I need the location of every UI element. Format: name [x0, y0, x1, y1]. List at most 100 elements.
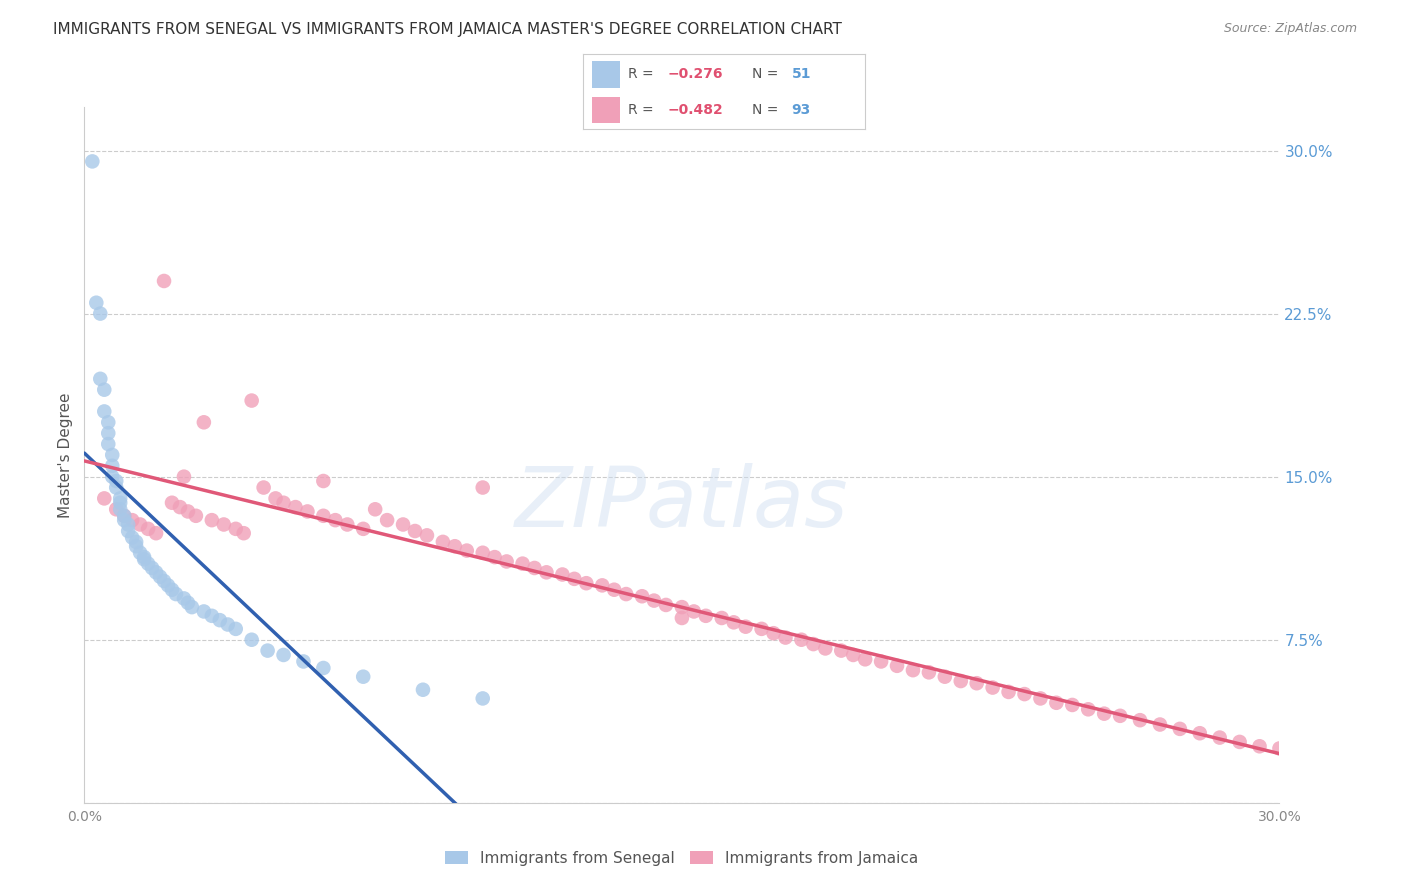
Point	[456, 543, 478, 558]
Point	[184, 508, 207, 523]
Point	[193, 605, 215, 619]
Point	[614, 587, 637, 601]
Point	[292, 655, 315, 669]
Point	[671, 611, 693, 625]
Point	[512, 557, 534, 571]
Point	[966, 676, 988, 690]
Point	[105, 481, 128, 495]
Text: −0.482: −0.482	[668, 103, 724, 117]
Text: R =: R =	[628, 103, 658, 117]
Point	[121, 531, 143, 545]
Point	[375, 513, 398, 527]
Point	[671, 600, 693, 615]
Text: R =: R =	[628, 67, 658, 81]
Point	[112, 508, 135, 523]
Point	[93, 383, 115, 397]
Point	[173, 591, 195, 606]
Point	[97, 415, 120, 429]
Point	[101, 448, 124, 462]
Point	[201, 513, 224, 527]
Text: Source: ZipAtlas.com: Source: ZipAtlas.com	[1223, 22, 1357, 36]
Point	[101, 458, 124, 473]
Point	[86, 295, 108, 310]
Text: 93: 93	[792, 103, 811, 117]
Point	[125, 534, 148, 549]
Point	[751, 622, 773, 636]
Point	[1168, 722, 1191, 736]
Point	[121, 513, 143, 527]
Point	[112, 513, 135, 527]
Point	[1014, 687, 1036, 701]
Point	[145, 566, 167, 580]
Point	[284, 500, 307, 514]
Text: −0.276: −0.276	[668, 67, 723, 81]
Point	[129, 546, 152, 560]
Point	[1029, 691, 1052, 706]
Text: IMMIGRANTS FROM SENEGAL VS IMMIGRANTS FROM JAMAICA MASTER'S DEGREE CORRELATION C: IMMIGRANTS FROM SENEGAL VS IMMIGRANTS FR…	[53, 22, 842, 37]
Point	[110, 491, 132, 506]
Point	[734, 620, 756, 634]
Point	[710, 611, 733, 625]
Point	[1129, 713, 1152, 727]
Point	[997, 685, 1019, 699]
Point	[1209, 731, 1232, 745]
Point	[775, 631, 797, 645]
Point	[312, 508, 335, 523]
Point	[157, 578, 180, 592]
Point	[93, 404, 115, 418]
Text: ZIPatlas: ZIPatlas	[515, 463, 849, 544]
Point	[165, 587, 187, 601]
Point	[842, 648, 865, 662]
Point	[591, 578, 613, 592]
Point	[1062, 698, 1084, 712]
Point	[484, 550, 506, 565]
Point	[790, 632, 813, 647]
Point	[471, 691, 494, 706]
Point	[853, 652, 876, 666]
Point	[273, 648, 295, 662]
Point	[240, 632, 263, 647]
Point	[495, 554, 517, 568]
Point	[273, 496, 295, 510]
Point	[416, 528, 439, 542]
Point	[89, 372, 111, 386]
Point	[471, 481, 494, 495]
Point	[110, 502, 132, 516]
Point	[523, 561, 546, 575]
Point	[256, 643, 278, 657]
Point	[264, 491, 287, 506]
Point	[695, 608, 717, 623]
Point	[177, 504, 200, 518]
Point	[160, 496, 183, 510]
Point	[336, 517, 359, 532]
Point	[934, 670, 956, 684]
Point	[212, 517, 235, 532]
Point	[352, 522, 374, 536]
Point	[149, 570, 172, 584]
Point	[145, 526, 167, 541]
Point	[901, 663, 924, 677]
Point	[225, 522, 247, 536]
Point	[1188, 726, 1211, 740]
Point	[412, 682, 434, 697]
Point	[181, 600, 204, 615]
Y-axis label: Master's Degree: Master's Degree	[58, 392, 73, 517]
Text: N =: N =	[752, 67, 783, 81]
Point	[364, 502, 387, 516]
Point	[105, 502, 128, 516]
Point	[173, 469, 195, 483]
Point	[1149, 717, 1171, 731]
Point	[132, 552, 156, 566]
Point	[225, 622, 247, 636]
Point	[352, 670, 374, 684]
Point	[1092, 706, 1115, 721]
Point	[886, 658, 908, 673]
Point	[471, 546, 494, 560]
Point	[762, 626, 785, 640]
Point	[1109, 708, 1132, 723]
Point	[169, 500, 191, 514]
Point	[125, 539, 148, 553]
Point	[981, 681, 1004, 695]
Point	[153, 274, 176, 288]
Point	[392, 517, 415, 532]
